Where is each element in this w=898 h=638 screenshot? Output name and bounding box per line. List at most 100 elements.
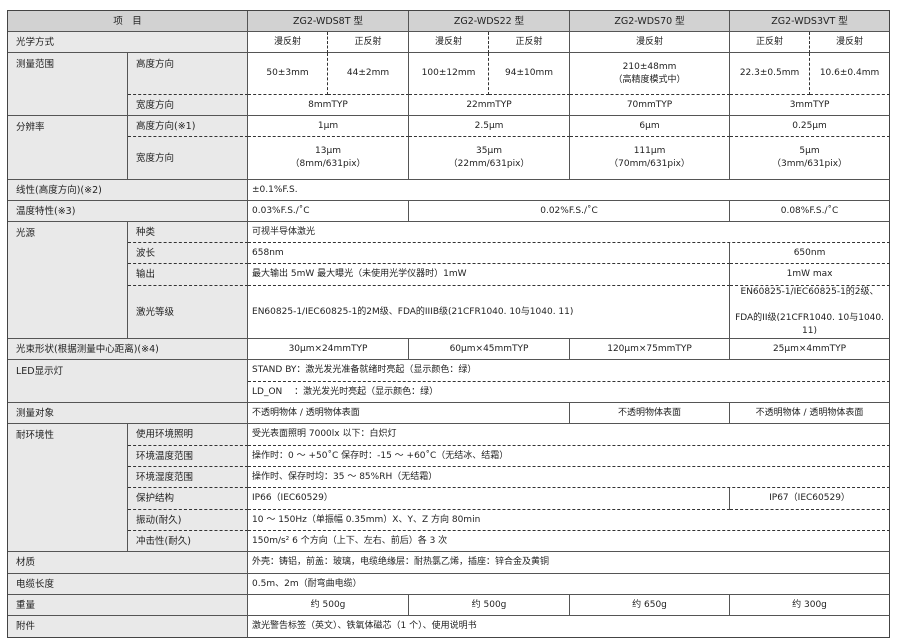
row-label: 测量对象 — [8, 403, 249, 424]
table-row: 环境湿度范围 操作时、保存时均：35 ～ 85%RH（无结霜） — [8, 467, 891, 488]
table-cell: 0.25μm — [730, 116, 891, 137]
row-label: 冲击性(耐久) — [128, 531, 249, 552]
table-cell: 5μm （3mm/631pix） — [730, 137, 891, 180]
table-cell: 0.03%F.S./˚C — [248, 201, 410, 222]
table-cell: 10 ～ 150Hz（单振幅 0.35mm）X、Y、Z 方向 80min — [248, 510, 891, 531]
table-cell: 约 500g — [409, 595, 571, 616]
row-label: 激光等级 — [128, 286, 249, 339]
table-row: 附件 激光警告标签（英文）、铁氧体磁芯（1 个）、使用说明书 — [8, 616, 891, 638]
table-cell: 0.5m、2m（耐弯曲电缆） — [248, 574, 891, 595]
table-cell: 13μm （8mm/631pix） — [248, 137, 410, 180]
table-cell: 约 650g — [570, 595, 731, 616]
table-row: 重量约 500g 约 500g 约 650g 约 300g — [8, 595, 891, 616]
table-cell: 100±12mm — [409, 53, 490, 95]
table-cell: 不透明物体 / 透明物体表面 — [730, 403, 891, 424]
table-row: 材质 外壳：铸铝，前盖：玻璃，电缆绝缘层：耐热氯乙烯，插座：锌合金及黄铜 — [8, 552, 891, 574]
table-cell: 50±3mm — [248, 53, 329, 95]
table-row: 项 目 ZG2-WDS8T 型 ZG2-WDS22 型 ZG2-WDS70 型 ZG2-… — [8, 11, 891, 32]
table-cell: 受光表面照明 7000lx 以下：白炽灯 — [248, 424, 891, 446]
table-cell: 正反射 — [328, 32, 410, 53]
table-cell: 可视半导体激光 — [248, 222, 891, 243]
table-row: 测量对象 不透明物体 / 透明物体表面 不透明物体表面 不透明物体 / 透明物体表面 — [8, 403, 891, 424]
table-row: 波长 658nm 650nm — [8, 243, 891, 264]
table-cell: 10.6±0.4mm — [810, 53, 891, 95]
table-row: 宽度方向 13μm （8mm/631pix） 35μm （22mm/631pix） 1… — [8, 137, 891, 180]
row-label: 耐环境性 — [8, 424, 128, 552]
table-cell: 最大输出 5mW 最大曝光（未使用光学仪器时）1mW — [248, 264, 731, 286]
row-label: 宽度方向 — [128, 137, 249, 180]
row-label: 测量范围 — [8, 53, 128, 116]
table-cell: 1μm — [248, 116, 410, 137]
table-cell: 30μm×24mmTYP — [248, 339, 410, 360]
table-row: 激光等级 EN60825-1/IEC60825-1的2M级、FDA的IIIB级(2… — [8, 286, 891, 339]
table-row: 电缆长度 0.5m、2m（耐弯曲电缆） — [8, 574, 891, 595]
table-cell: 正反射 — [730, 32, 811, 53]
table-cell: 22mmTYP — [409, 95, 571, 116]
table-cell: 漫反射 — [810, 32, 891, 53]
table-row: LD_ON ：激光发光时亮起（显示颜色：绿） — [8, 382, 891, 403]
row-label: 高度方向(※1) — [128, 116, 249, 137]
table-cell: 外壳：铸铝，前盖：玻璃，电缆绝缘层：耐热氯乙烯，插座：锌合金及黄铜 — [248, 552, 891, 574]
table-cell: 658nm — [248, 243, 731, 264]
row-label: 宽度方向 — [128, 95, 249, 116]
table-row: LED显示灯 STAND BY：激光发光准备就绪时亮起（显示颜色：绿） — [8, 360, 891, 403]
row-label: LED显示灯 — [8, 360, 249, 403]
row-label: 环境湿度范围 — [128, 467, 249, 488]
table-cell: 1mW max — [730, 264, 891, 286]
row-label: 使用环境照明 — [128, 424, 249, 446]
column-header: 项 目 — [8, 11, 249, 32]
row-label: 波长 — [128, 243, 249, 264]
table-cell: 94±10mm — [489, 53, 571, 95]
row-label: 附件 — [8, 616, 249, 638]
spec-table: 项 目 ZG2-WDS8T 型 ZG2-WDS22 型 ZG2-WDS70 型 ZG2-… — [7, 10, 891, 638]
column-header: ZG2-WDS8T 型 — [248, 11, 410, 32]
table-cell: 漫反射 — [409, 32, 490, 53]
table-cell: 210±48mm （高精度模式中） — [570, 53, 731, 95]
row-label: 分辨率 — [8, 116, 128, 180]
table-cell: 111μm （70mm/631pix） — [570, 137, 731, 180]
row-label: 光学方式 — [8, 32, 249, 53]
table-cell: EN60825-1/IEC60825-1的2M级、FDA的IIIB级(21CFR… — [248, 286, 731, 339]
column-header: ZG2-WDS3VT 型 — [730, 11, 891, 32]
table-cell: 60μm×45mmTYP — [409, 339, 571, 360]
row-label: 温度特性(※3) — [8, 201, 249, 222]
table-cell: 22.3±0.5mm — [730, 53, 811, 95]
row-label: 环境温度范围 — [128, 446, 249, 467]
row-label: 振动(耐久) — [128, 510, 249, 531]
row-label: 材质 — [8, 552, 249, 574]
table-cell: 120μm×75mmTYP — [570, 339, 731, 360]
table-cell: 约 500g — [248, 595, 410, 616]
table-cell: 2.5μm — [409, 116, 571, 137]
table-cell: IP67（IEC60529） — [730, 488, 891, 510]
table-row: 光束形状(根据测量中心距离)(※4) 30μm×24mmTYP 60μm×45mmT… — [8, 339, 891, 360]
table-cell: 0.02%F.S./˚C — [409, 201, 731, 222]
table-cell: 0.08%F.S./˚C — [730, 201, 891, 222]
table-cell: 35μm （22mm/631pix） — [409, 137, 571, 180]
table-cell: 650nm — [730, 243, 891, 264]
table-cell: 约 300g — [730, 595, 891, 616]
table-cell: STAND BY：激光发光准备就绪时亮起（显示颜色：绿） — [248, 360, 891, 382]
row-label: 种类 — [128, 222, 249, 243]
table-row: 环境温度范围 操作时：0 ～ +50˚C 保存时：-15 ～ +60˚C（无结冰、… — [8, 446, 891, 467]
table-cell: 44±2mm — [328, 53, 410, 95]
row-label: 输出 — [128, 264, 249, 286]
table-row: 保护结构 IP66（IEC60529） IP67（IEC60529） — [8, 488, 891, 510]
table-cell: LD_ON ：激光发光时亮起（显示颜色：绿） — [248, 382, 891, 403]
table-cell: 6μm — [570, 116, 731, 137]
table-row: 测量范围 高度方向 50±3mm 44±2mm 100±12mm 94±10mm 210±4… — [8, 53, 891, 116]
row-label: 保护结构 — [128, 488, 249, 510]
row-label: 电缆长度 — [8, 574, 249, 595]
table-cell: 8mmTYP — [248, 95, 410, 116]
table-row: 温度特性(※3) 0.03%F.S./˚C 0.02%F.S./˚C 0.08%F.S… — [8, 201, 891, 222]
table-cell: 正反射 — [489, 32, 571, 53]
row-label: 线性(高度方向)(※2) — [8, 180, 249, 201]
column-header: ZG2-WDS70 型 — [570, 11, 731, 32]
table-row: 宽度方向 8mmTYP 22mmTYP 70mmTYP 3mmTYP — [8, 95, 891, 116]
table-cell: 漫反射 — [570, 32, 731, 53]
table-row: 冲击性(耐久) 150m/s² 6 个方向（上下、左右、前后）各 3 次 — [8, 531, 891, 552]
table-cell: ±0.1%F.S. — [248, 180, 891, 201]
row-label: 光束形状(根据测量中心距离)(※4) — [8, 339, 249, 360]
table-cell: 操作时：0 ～ +50˚C 保存时：-15 ～ +60˚C（无结冰、结霜） — [248, 446, 891, 467]
table-row: 线性(高度方向)(※2) ±0.1%F.S. — [8, 180, 891, 201]
table-row: 光源 种类 可视半导体激光 — [8, 222, 891, 339]
